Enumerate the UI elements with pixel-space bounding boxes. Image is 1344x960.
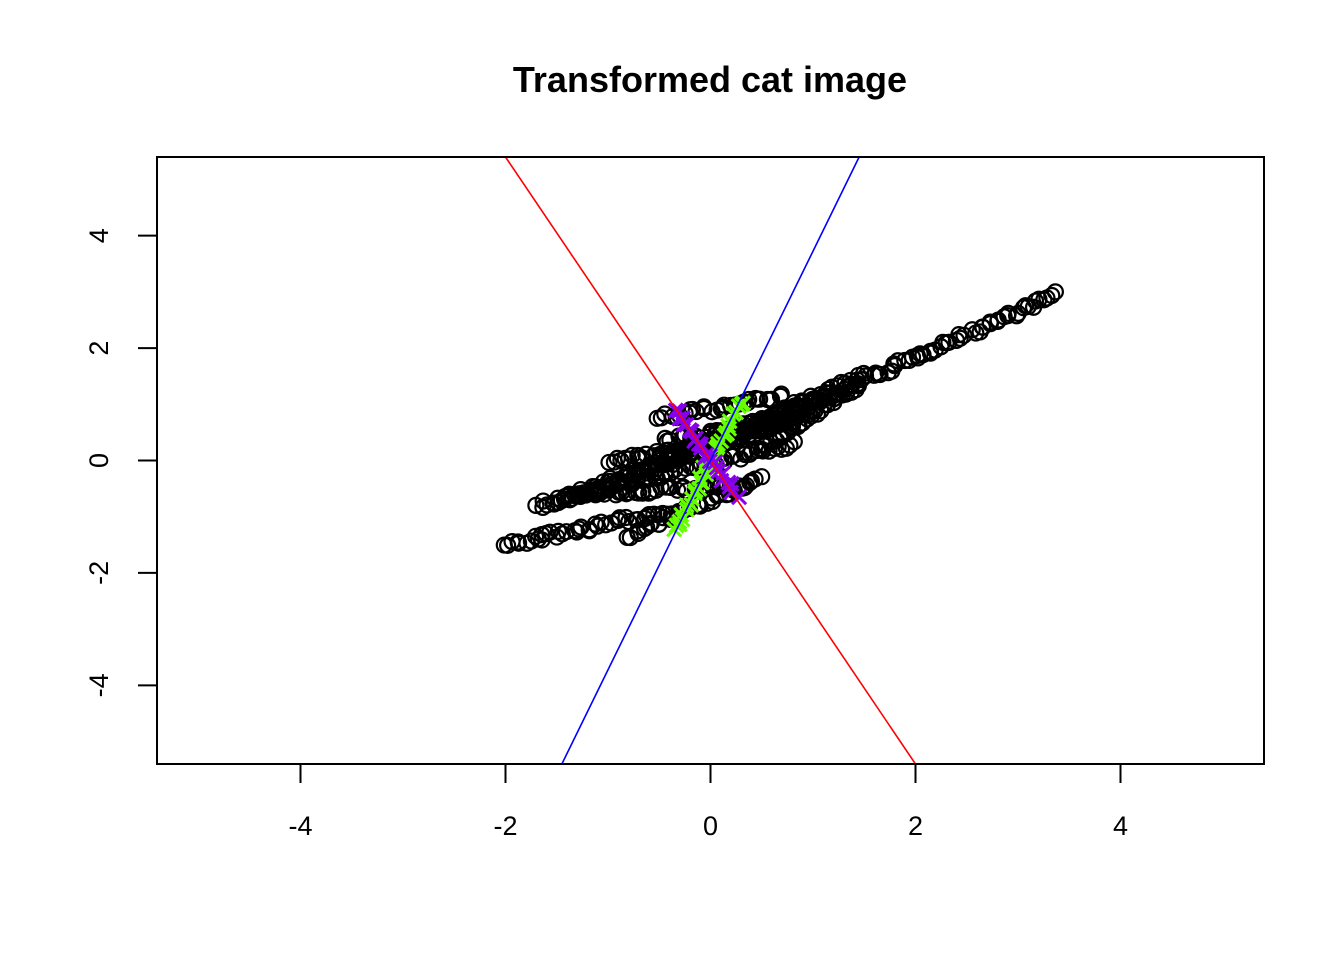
data-point: [648, 443, 666, 461]
data-point: [509, 534, 528, 552]
y-tick-label: 2: [84, 341, 114, 356]
data-point: [855, 364, 873, 383]
data-point: [753, 468, 771, 486]
data-point: [568, 523, 586, 541]
data-point: [847, 381, 865, 399]
y-tick-label: 4: [84, 228, 114, 243]
data-point: [652, 478, 670, 496]
data-point: [580, 521, 598, 539]
data-point: [707, 453, 724, 471]
data-point: [641, 516, 659, 534]
reference-line: [561, 157, 860, 764]
data-point: [762, 433, 780, 451]
y-tick-label: 0: [84, 453, 114, 468]
data-point: [963, 321, 981, 339]
x-tick-label: 0: [703, 811, 718, 841]
data-point: [617, 508, 635, 527]
data-point: [785, 393, 803, 412]
data-point: [611, 509, 629, 527]
x-tick-label: -4: [288, 811, 312, 841]
data-point: [499, 536, 517, 554]
data-point: [871, 365, 889, 384]
data-point: [638, 518, 656, 536]
data-point: [772, 385, 790, 403]
data-point: [751, 390, 769, 408]
data-point: [731, 489, 748, 506]
data-point: [619, 450, 638, 468]
data-point: [638, 464, 657, 482]
y-tick-label: -2: [84, 561, 114, 585]
data-point: [951, 329, 969, 347]
x-tick-label: 4: [1113, 811, 1128, 841]
data-point: [762, 390, 781, 408]
data-point: [999, 304, 1017, 322]
data-point: [747, 417, 765, 435]
y-axis: -4 -2 0 2 4: [84, 228, 158, 697]
data-point: [570, 520, 588, 538]
series-circle-open: [495, 283, 1064, 554]
x-tick-label: -2: [493, 811, 517, 841]
data-point: [632, 449, 650, 467]
x-tick-label: 2: [908, 811, 923, 841]
data-point: [737, 419, 755, 438]
chart-title: Transformed cat image: [513, 59, 907, 100]
x-axis: -4 -2 0 2 4: [288, 763, 1128, 841]
data-point: [1046, 283, 1064, 301]
data-point: [600, 453, 618, 472]
points-layer: [495, 283, 1064, 554]
lines-layer: [504, 157, 917, 764]
data-point: [1043, 286, 1061, 305]
y-tick-label: -4: [84, 673, 114, 697]
data-point: [734, 395, 752, 412]
